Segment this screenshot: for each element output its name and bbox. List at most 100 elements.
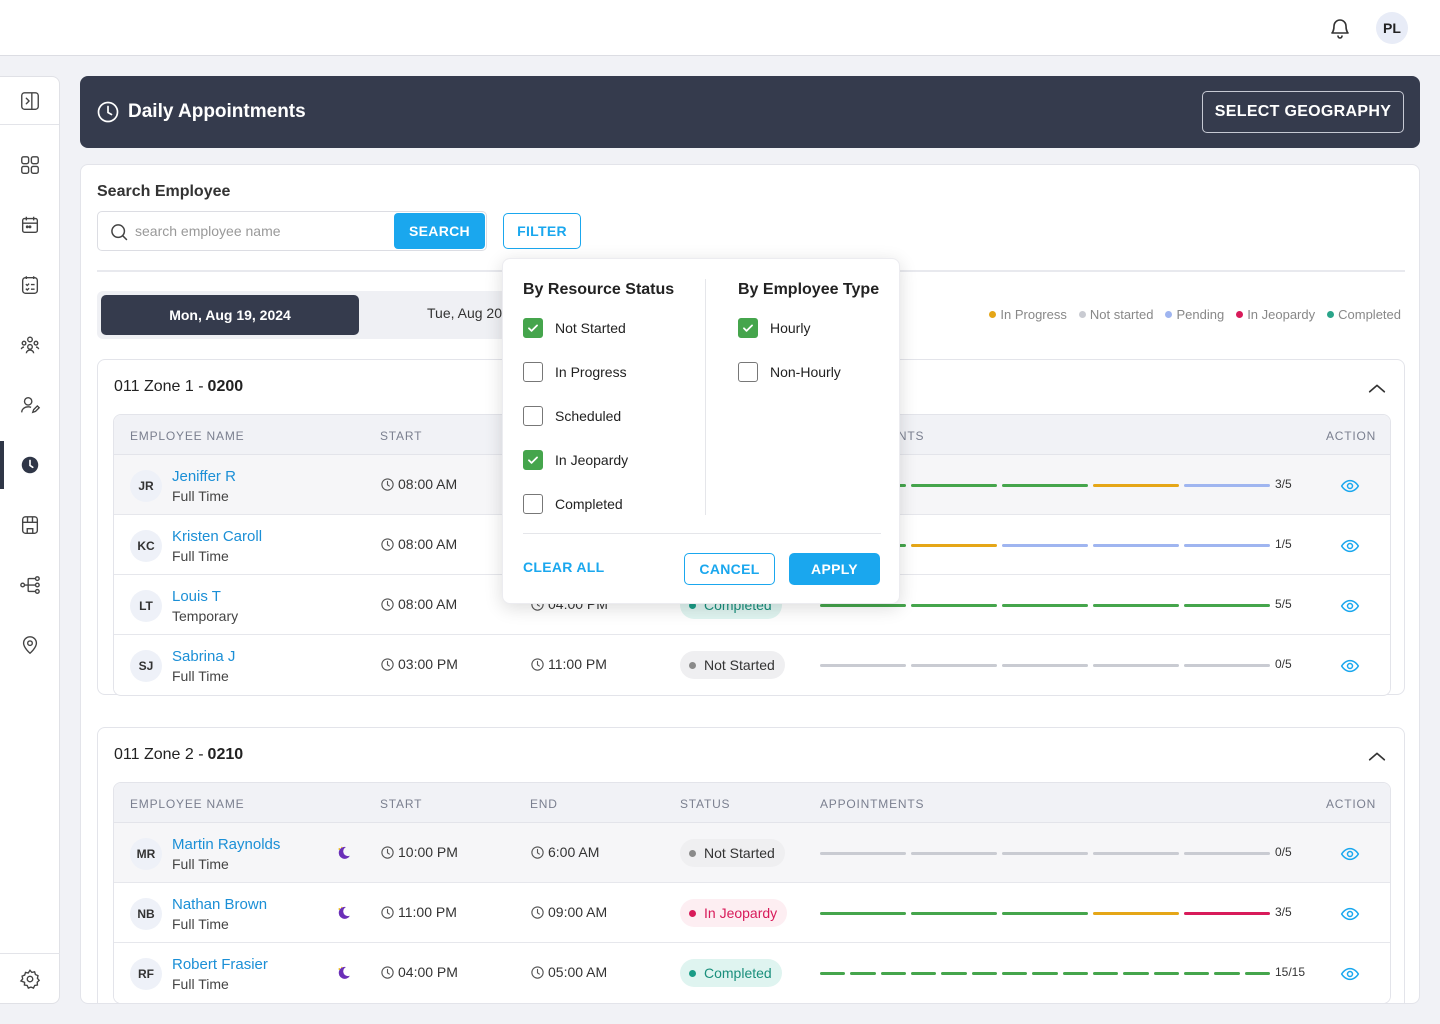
chevron-up-icon[interactable] (1366, 746, 1388, 768)
view-eye-icon[interactable] (1340, 476, 1360, 496)
bell-icon[interactable] (1328, 16, 1352, 40)
status-dot (689, 601, 696, 609)
user-avatar[interactable]: PL (1376, 12, 1408, 44)
page-title: Daily Appointments (128, 101, 306, 122)
select-geography-button[interactable]: SELECT GEOGRAPHY (1202, 91, 1404, 133)
end-time: 09:00 AM (530, 904, 607, 920)
filter-checkbox[interactable] (523, 494, 543, 514)
employee-name-link[interactable]: Louis T (172, 588, 221, 605)
col-appointments[interactable]: APPOINTMENTS (820, 797, 925, 811)
clear-all-button[interactable]: CLEAR ALL (523, 559, 605, 575)
employee-name-link[interactable]: Jeniffer R (172, 468, 236, 485)
appointment-count: 1/5 (1275, 537, 1292, 551)
view-eye-icon[interactable] (1340, 536, 1360, 556)
filter-option[interactable]: In Jeopardy (523, 450, 628, 470)
sidebar-item-calendar[interactable] (0, 201, 60, 249)
chevron-up-icon[interactable] (1366, 378, 1388, 400)
appointment-segment (1093, 604, 1179, 607)
appointment-segment (820, 852, 906, 855)
appointment-segment (1093, 664, 1179, 667)
employee-table: EMPLOYEE NAME START END STATUS APPOINTMENTS A… (113, 782, 1391, 1003)
legend-label: In Progress (1000, 307, 1067, 322)
top-bar: PL (0, 0, 1440, 56)
filter-option[interactable]: Non-Hourly (738, 362, 841, 382)
filter-popup: By Resource Status By Employee Type Not … (502, 258, 900, 604)
filter-option[interactable]: In Progress (523, 362, 627, 382)
appointment-count: 0/5 (1275, 657, 1292, 671)
employee-name-link[interactable]: Nathan Brown (172, 896, 268, 913)
avatar: RF (130, 958, 162, 990)
sidebar-item-store[interactable] (0, 501, 60, 549)
view-eye-icon[interactable] (1340, 656, 1360, 676)
search-button[interactable]: SEARCH (394, 213, 485, 249)
status-text: Not Started (704, 657, 775, 673)
employee-name-link[interactable]: Sabrina J (172, 648, 236, 665)
date-tab-active[interactable]: Mon, Aug 19, 2024 (101, 295, 359, 335)
view-eye-icon[interactable] (1340, 904, 1360, 924)
check-icon (528, 456, 538, 464)
view-eye-icon[interactable] (1340, 596, 1360, 616)
sidebar-item-dashboard[interactable] (0, 141, 60, 189)
sidebar-item-workflow[interactable] (0, 561, 60, 609)
filter-option[interactable]: Not Started (523, 318, 626, 338)
sidebar-item-locations[interactable] (0, 621, 60, 669)
view-eye-icon[interactable] (1340, 844, 1360, 864)
appointment-count: 3/5 (1275, 905, 1292, 919)
sidebar-item-teams[interactable] (0, 321, 60, 369)
status-dot (689, 849, 696, 857)
filter-checkbox[interactable] (523, 362, 543, 382)
column-separator (705, 279, 706, 515)
sidebar-item-appointments[interactable] (0, 441, 60, 489)
appointment-segment (911, 664, 997, 667)
appointment-segment (820, 912, 906, 915)
sidebar-item-schedule[interactable] (0, 261, 60, 309)
filter-checkbox[interactable] (738, 318, 758, 338)
appointment-segment (1184, 664, 1270, 667)
zone-code: 0200 (207, 378, 244, 395)
col-start[interactable]: START (380, 797, 423, 811)
col-end[interactable]: END (530, 797, 558, 811)
filter-option[interactable]: Scheduled (523, 406, 621, 426)
filter-button[interactable]: FILTER (503, 213, 581, 249)
appointment-segment (1184, 484, 1270, 487)
search-input[interactable] (135, 220, 385, 242)
date-tab-next[interactable]: Tue, Aug 20 (427, 305, 502, 321)
start-time-text: 08:00 AM (398, 596, 458, 612)
employee-name-link[interactable]: Kristen Caroll (172, 528, 263, 545)
employee-name-link[interactable]: Robert Frasier (172, 956, 268, 973)
start-time: 04:00 PM (380, 964, 458, 980)
filter-option[interactable]: Completed (523, 494, 623, 514)
start-time-text: 03:00 PM (398, 656, 458, 672)
status-dot (689, 909, 696, 917)
filter-option[interactable]: Hourly (738, 318, 810, 338)
col-status[interactable]: STATUS (680, 797, 731, 811)
table-row: SJ Sabrina J Full Time 03:00 PM 11:00 PM Not … (114, 635, 1390, 695)
avatar: NB (130, 898, 162, 930)
employee-name-link[interactable]: Martin Raynolds (172, 836, 281, 853)
appointment-segment (1093, 544, 1179, 547)
cancel-button[interactable]: CANCEL (684, 553, 775, 585)
start-time: 08:00 AM (380, 476, 457, 492)
date-selector: Mon, Aug 19, 2024 Tue, Aug 20 (97, 291, 517, 339)
clock-icon (531, 965, 544, 979)
clock-icon (531, 845, 544, 859)
clock-icon (381, 477, 394, 491)
appointment-progress (820, 604, 1270, 608)
sidebar-expand-button[interactable] (0, 77, 59, 125)
sidebar-item-settings[interactable] (0, 953, 60, 1003)
filter-checkbox[interactable] (738, 362, 758, 382)
sidebar (0, 76, 60, 1004)
apply-button[interactable]: APPLY (789, 553, 880, 585)
col-employee-name[interactable]: EMPLOYEE NAME (130, 797, 245, 811)
view-eye-icon[interactable] (1340, 964, 1360, 984)
filter-checkbox[interactable] (523, 450, 543, 470)
col-employee-name[interactable]: EMPLOYEE NAME (130, 429, 245, 443)
sidebar-item-users[interactable] (0, 381, 60, 429)
filter-option-label: Not Started (555, 320, 626, 336)
appointment-segment (1093, 852, 1179, 855)
col-start[interactable]: START (380, 429, 423, 443)
legend-dot (1236, 311, 1244, 318)
filter-checkbox[interactable] (523, 318, 543, 338)
appointment-segment (1002, 484, 1088, 487)
filter-checkbox[interactable] (523, 406, 543, 426)
